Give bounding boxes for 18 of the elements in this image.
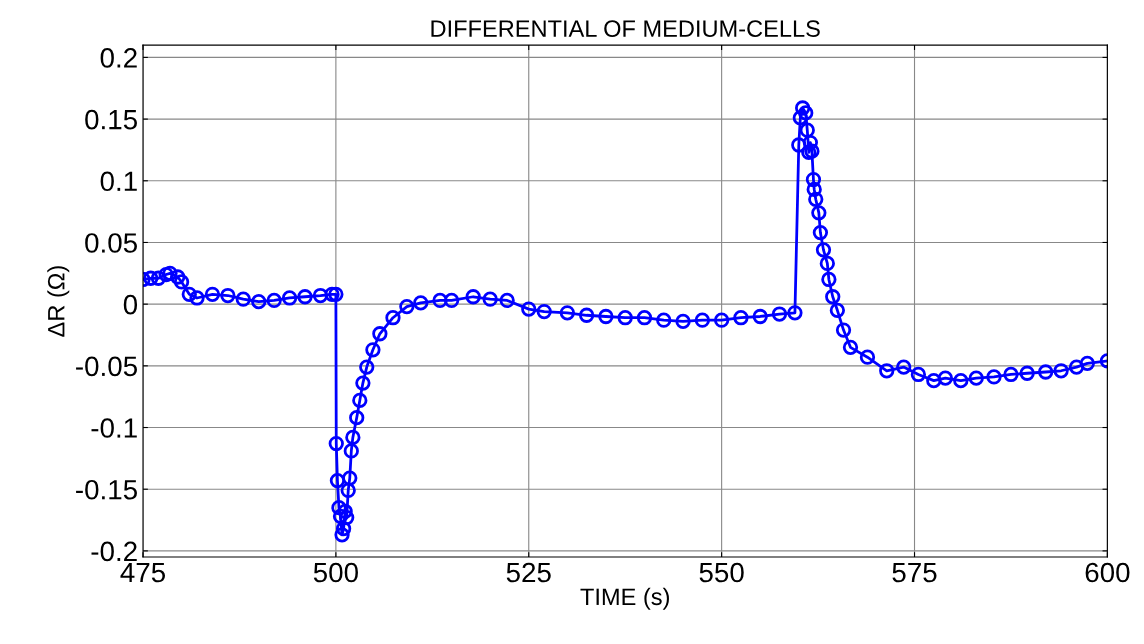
x-tick-label: 525 <box>506 562 551 583</box>
chart-title: DIFFERENTIAL OF MEDIUM-CELLS <box>431 20 820 37</box>
y-tick-label: -0.1 <box>91 418 137 438</box>
y-tick-label: 0.15 <box>85 109 137 130</box>
y-tick-label: -0.2 <box>91 541 137 562</box>
y-tick-label: -0.15 <box>76 479 137 500</box>
y-tick-label: 0.1 <box>100 171 137 192</box>
x-tick-label: 550 <box>699 562 744 583</box>
x-tick-label: 575 <box>892 562 937 583</box>
y-tick-label: -0.05 <box>76 356 137 377</box>
x-tick-label: 500 <box>313 562 358 583</box>
x-axis-title: TIME (s) <box>580 587 669 610</box>
x-tick-label: 600 <box>1085 562 1130 583</box>
y-tick-label: 0 <box>123 294 138 315</box>
x-tick-label: 475 <box>120 562 166 583</box>
y-tick-label: 0.2 <box>100 48 137 68</box>
y-axis-title: ΔR (Ω) <box>47 266 70 337</box>
y-tick-label: 0.05 <box>85 233 137 253</box>
